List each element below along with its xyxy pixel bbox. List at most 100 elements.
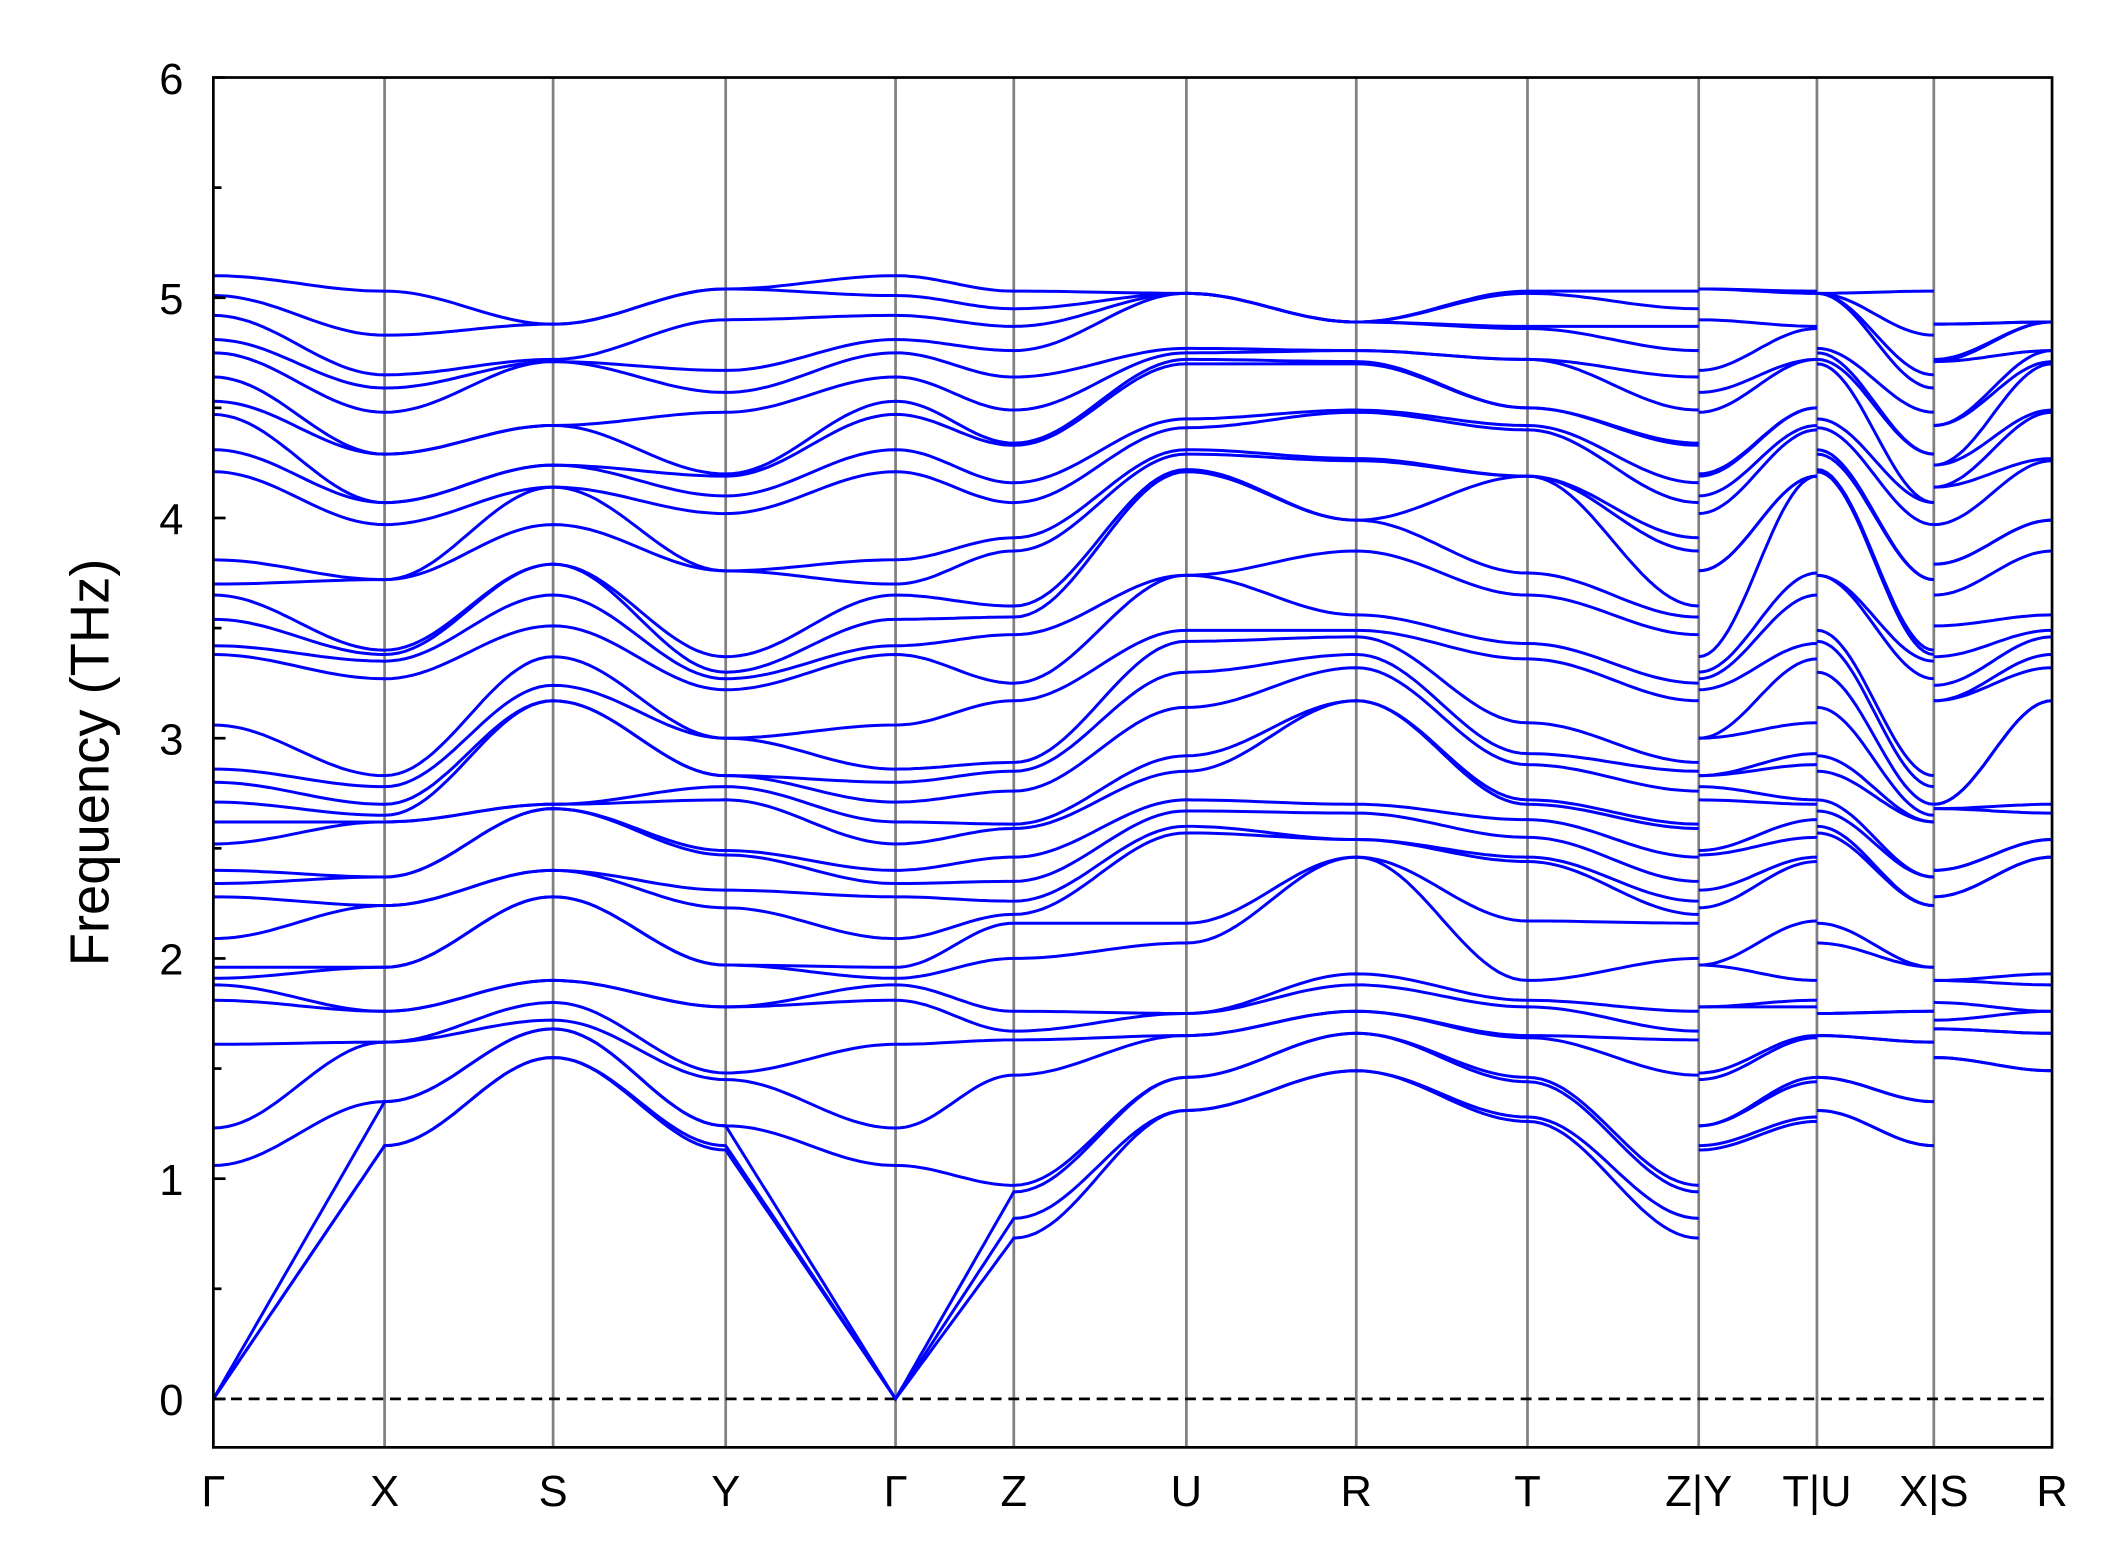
band-line xyxy=(1816,468,1935,652)
y-tick-label: 5 xyxy=(159,276,183,324)
band-line xyxy=(1933,410,2053,489)
band-line xyxy=(213,468,1699,659)
band-line xyxy=(1698,798,1817,806)
band-line xyxy=(213,274,1699,326)
band-line xyxy=(1933,1009,2053,1022)
y-tick-label: 0 xyxy=(159,1377,183,1425)
band-line xyxy=(213,410,1699,527)
band-line xyxy=(1816,362,1935,505)
band-line xyxy=(1933,653,2053,703)
plot-frame xyxy=(211,76,2054,1449)
band-line xyxy=(1933,518,2053,566)
band-line xyxy=(213,699,1699,826)
band-line xyxy=(1933,628,2053,659)
band-line xyxy=(1698,406,1818,476)
band-line xyxy=(1698,424,1818,498)
band-line xyxy=(213,807,1699,886)
band-line xyxy=(1816,705,1934,817)
band-line xyxy=(1816,754,1934,824)
y-axis-ticks: 0 1 2 3 4 5 6 xyxy=(159,56,226,1425)
band-line xyxy=(1816,291,1934,377)
band-line xyxy=(1933,362,2053,467)
y-tick-label: 6 xyxy=(159,56,183,104)
band-line xyxy=(213,653,1699,806)
x-tick-label: S xyxy=(539,1468,568,1516)
band-line xyxy=(1933,457,2053,489)
band-line xyxy=(1816,291,1934,390)
y-axis-label: Frequency (THz) xyxy=(60,559,121,967)
band-line xyxy=(1933,349,2053,364)
y-tick-label: 2 xyxy=(159,937,183,985)
band-line xyxy=(1698,860,1818,910)
band-line xyxy=(1698,1075,1818,1128)
band-line xyxy=(213,291,1699,390)
band-line xyxy=(1816,1009,1934,1015)
x-tick-label: R xyxy=(1341,1468,1372,1516)
band-line xyxy=(1698,657,1818,740)
band-line xyxy=(1698,818,1817,852)
band-line xyxy=(1933,1056,2053,1073)
x-tick-label: X xyxy=(370,1468,399,1516)
band-line xyxy=(213,798,1699,879)
band-line xyxy=(213,357,1699,476)
band-line xyxy=(1933,320,2053,326)
band-line xyxy=(1816,573,1934,681)
band-line xyxy=(1816,291,1934,337)
band-line xyxy=(1698,1119,1817,1152)
band-line xyxy=(213,346,1699,414)
band-line xyxy=(213,666,1699,817)
band-line xyxy=(1698,571,1818,674)
band-line xyxy=(1698,919,1817,967)
band-line xyxy=(1933,459,2053,527)
band-line xyxy=(1698,357,1817,394)
band-line xyxy=(1816,921,1934,969)
phonon-bands xyxy=(212,274,2053,1402)
band-line xyxy=(1698,593,1818,681)
band-line xyxy=(213,573,1699,692)
x-tick-label: Z|Y xyxy=(1665,1468,1732,1516)
band-line xyxy=(1933,635,2053,687)
band-line xyxy=(1816,1034,1934,1044)
band-line xyxy=(1698,474,1818,573)
band-line xyxy=(1816,824,1934,908)
band-line xyxy=(1816,417,1934,505)
band-line xyxy=(213,855,1699,982)
x-tick-label: U xyxy=(1171,1468,1202,1516)
band-line xyxy=(1698,1115,1817,1148)
band-line xyxy=(213,824,1699,908)
band-line xyxy=(1933,320,2053,361)
band-line xyxy=(1816,351,1934,456)
band-line xyxy=(1816,628,1934,778)
band-line xyxy=(1698,963,1817,982)
band-line xyxy=(1816,1108,1934,1148)
y-tick-label: 1 xyxy=(159,1157,183,1205)
x-tick-label: Γ xyxy=(201,1468,225,1516)
band-line xyxy=(1698,318,1817,328)
band-line xyxy=(1933,837,2053,872)
band-line xyxy=(1816,346,1934,414)
band-line xyxy=(1698,835,1817,857)
band-line xyxy=(1698,721,1817,740)
band-line xyxy=(1933,972,2053,982)
band-line xyxy=(1816,1075,1934,1104)
band-line xyxy=(1933,1027,2053,1035)
high-symmetry-lines xyxy=(383,77,1936,1448)
x-axis-ticks: Γ X S Y Γ Z U R T Z|Y T|U X|S R xyxy=(201,1468,2067,1516)
band-line xyxy=(1933,699,2053,806)
band-line xyxy=(1816,639,1934,789)
band-line xyxy=(1933,549,2053,597)
band-line xyxy=(1933,613,2053,628)
band-line xyxy=(1698,785,1817,802)
band-line xyxy=(1698,327,1818,372)
y-tick-label: 3 xyxy=(159,717,183,765)
band-line xyxy=(1816,573,1934,663)
band-line xyxy=(1816,426,1934,527)
band-line xyxy=(1698,474,1818,659)
band-line xyxy=(1816,289,1934,295)
band-line xyxy=(1933,855,2053,899)
band-line xyxy=(1933,666,2053,703)
band-line xyxy=(213,855,1699,969)
band-line xyxy=(1816,798,1934,879)
band-line xyxy=(213,831,1699,941)
